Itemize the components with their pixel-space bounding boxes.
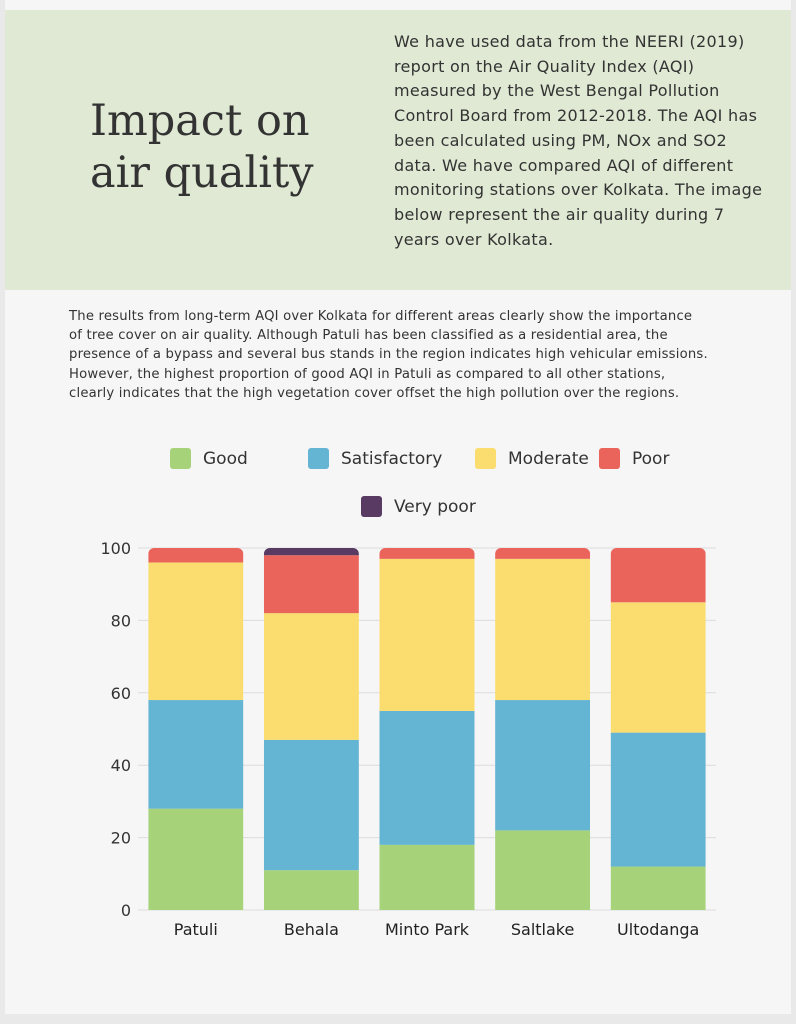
bar-saltlake-satisfactory bbox=[495, 700, 591, 831]
bar-minto-park-moderate bbox=[379, 558, 475, 711]
legend-label: Satisfactory bbox=[341, 448, 443, 469]
legend-label: Very poor bbox=[394, 496, 476, 517]
x-tick-label: Minto Park bbox=[385, 920, 470, 939]
legend-label: Poor bbox=[632, 448, 670, 469]
bar-ultodanga-poor bbox=[610, 548, 706, 603]
legend-label: Good bbox=[203, 448, 248, 469]
y-tick-label: 80 bbox=[111, 611, 131, 630]
legend-item-very-poor: Very poor bbox=[361, 496, 476, 517]
bar-minto-park-good bbox=[379, 844, 475, 910]
x-tick-label: Patuli bbox=[174, 920, 218, 939]
bar-ultodanga-good bbox=[610, 866, 706, 910]
header-banner: Impact on air quality We have used data f… bbox=[5, 10, 791, 290]
bar-saltlake-moderate bbox=[495, 558, 591, 701]
bar-ultodanga-satisfactory bbox=[610, 732, 706, 867]
legend-item-moderate: Moderate bbox=[475, 448, 589, 469]
bar-minto-park-satisfactory bbox=[379, 710, 475, 845]
y-tick-label: 100 bbox=[100, 539, 131, 558]
bar-behala-satisfactory bbox=[263, 739, 359, 871]
legend-item-poor: Poor bbox=[599, 448, 669, 469]
bar-behala-good bbox=[263, 870, 359, 910]
bar-ultodanga-moderate bbox=[610, 602, 706, 733]
legend-item-satisfactory: Satisfactory bbox=[308, 448, 442, 469]
legend-swatch bbox=[361, 496, 382, 517]
title-line-2: air quality bbox=[90, 148, 314, 198]
x-tick-label: Saltlake bbox=[511, 920, 574, 939]
bar-behala-poor bbox=[263, 555, 359, 614]
legend-swatch bbox=[170, 448, 191, 469]
bar-saltlake-poor bbox=[495, 548, 591, 559]
legend-item-good: Good bbox=[170, 448, 248, 469]
legend-swatch bbox=[599, 448, 620, 469]
y-tick-label: 20 bbox=[111, 829, 131, 848]
intro-text: We have used data from the NEERI (2019) … bbox=[394, 32, 763, 249]
bar-patuli-satisfactory bbox=[148, 700, 244, 809]
y-tick-label: 40 bbox=[111, 756, 131, 775]
bar-patuli-good bbox=[148, 808, 244, 910]
legend-label: Moderate bbox=[508, 448, 589, 469]
bar-patuli-poor bbox=[148, 548, 244, 563]
x-tick-label: Ultodanga bbox=[617, 920, 699, 939]
page: Impact on air quality We have used data f… bbox=[5, 0, 791, 1014]
stacked-bar-chart: 0 20 40 60 80 100 Patuli Behala Minto Park Saltla… bbox=[100, 539, 716, 939]
bar-patuli-moderate bbox=[148, 562, 244, 701]
description-text: The results from long-term AQI over Kolk… bbox=[69, 309, 708, 401]
legend-swatch bbox=[475, 448, 496, 469]
y-tick-label: 0 bbox=[121, 901, 131, 920]
page-title: Impact on air quality bbox=[90, 95, 370, 199]
y-tick-label: 60 bbox=[111, 684, 131, 703]
bar-saltlake-good bbox=[495, 830, 591, 910]
x-tick-label: Behala bbox=[284, 920, 339, 939]
legend-swatch bbox=[308, 448, 329, 469]
bar-minto-park-poor bbox=[379, 548, 475, 559]
bar-behala-very-poor bbox=[263, 548, 359, 556]
title-line-1: Impact on bbox=[90, 96, 310, 146]
bar-behala-moderate bbox=[263, 613, 359, 740]
